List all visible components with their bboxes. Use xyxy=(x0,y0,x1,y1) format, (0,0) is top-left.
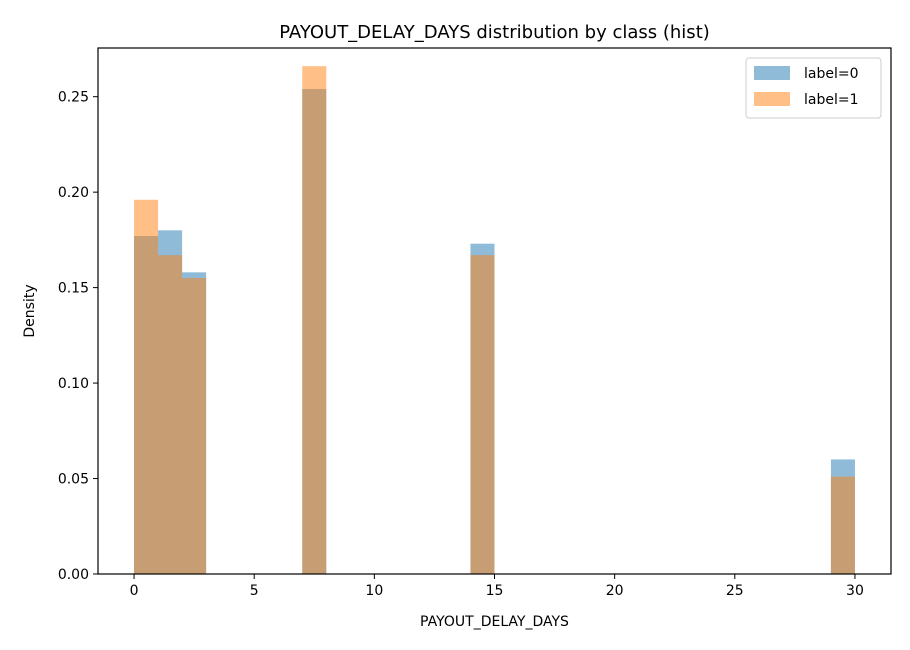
y-tick-label-3: 0.15 xyxy=(58,281,89,297)
legend-swatch-0 xyxy=(754,66,790,80)
bar-series1-bin3 xyxy=(302,66,327,574)
x-axis: 0 5 10 15 20 25 30 xyxy=(130,574,864,599)
bar-series1-bin2 xyxy=(182,278,207,574)
y-tick-label-1: 0.05 xyxy=(58,472,89,488)
legend: label=0 label=1 xyxy=(745,57,882,119)
y-tick-label-5: 0.25 xyxy=(58,90,89,106)
x-tick-label-2: 10 xyxy=(365,583,383,599)
x-tick-label-0: 0 xyxy=(130,583,139,599)
chart-title: PAYOUT_DELAY_DAYS distribution by class … xyxy=(279,22,710,43)
y-axis: 0.00 0.05 0.10 0.15 0.20 0.25 xyxy=(58,90,98,583)
histogram-bars xyxy=(134,66,855,575)
y-tick-label-4: 0.20 xyxy=(58,185,89,201)
x-tick-label-4: 20 xyxy=(606,583,624,599)
bar-series1-bin5 xyxy=(830,476,855,574)
bar-series1-bin4 xyxy=(470,255,495,574)
bar-series1-bin0 xyxy=(134,199,159,575)
x-tick-label-5: 25 xyxy=(726,583,744,599)
legend-swatch-1 xyxy=(754,92,790,106)
y-axis-label: Density xyxy=(22,284,38,337)
legend-label-0: label=0 xyxy=(804,66,859,82)
bar-series1-bin1 xyxy=(158,255,183,574)
x-axis-label: PAYOUT_DELAY_DAYS xyxy=(420,614,569,630)
y-tick-label-2: 0.10 xyxy=(58,376,89,392)
y-tick-label-0: 0.00 xyxy=(58,567,89,583)
x-tick-label-6: 30 xyxy=(846,583,864,599)
x-tick-label-3: 15 xyxy=(486,583,504,599)
x-tick-label-1: 5 xyxy=(250,583,259,599)
legend-label-1: label=1 xyxy=(804,92,859,108)
